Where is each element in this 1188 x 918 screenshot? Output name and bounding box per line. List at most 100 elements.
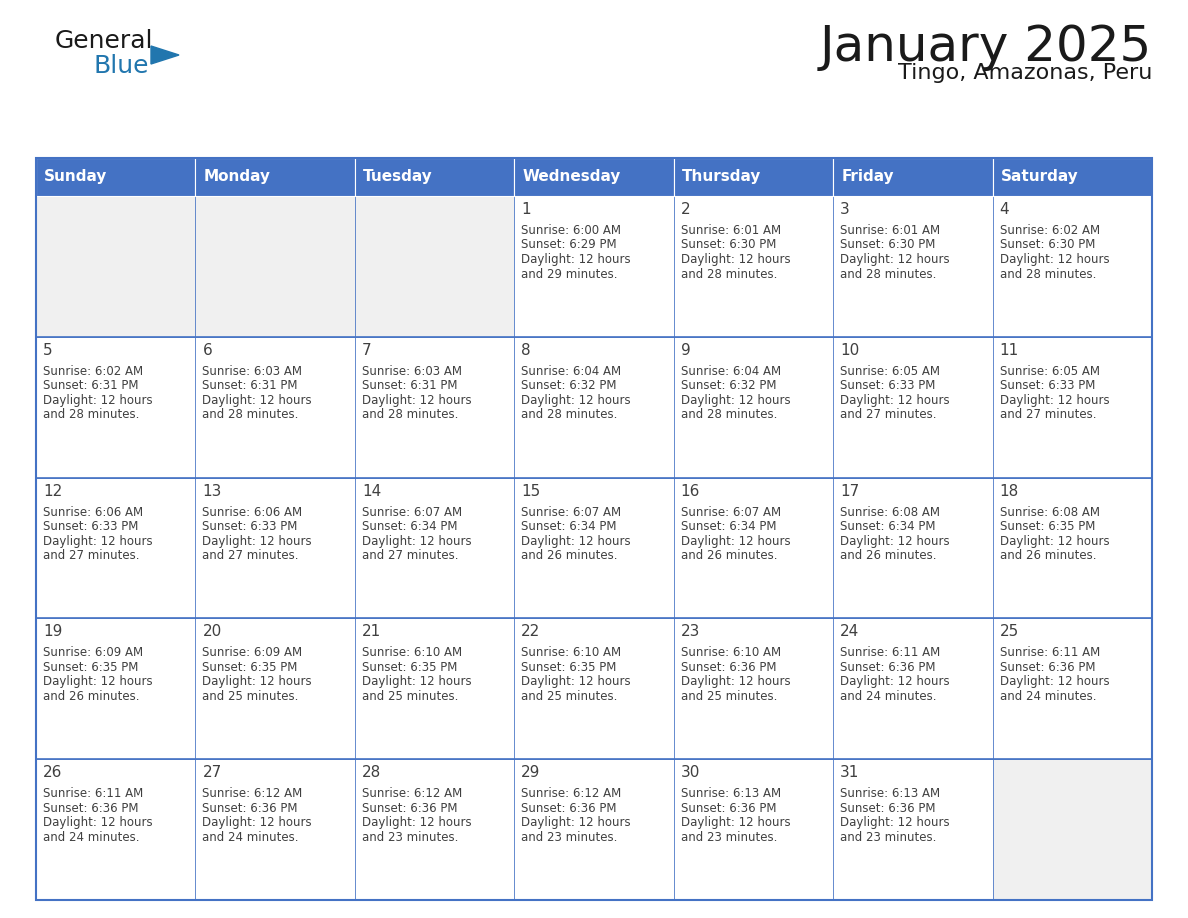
Text: 6: 6 xyxy=(202,342,213,358)
Text: 2: 2 xyxy=(681,202,690,217)
Text: Daylight: 12 hours: Daylight: 12 hours xyxy=(522,816,631,829)
Text: 5: 5 xyxy=(43,342,52,358)
Text: Sunset: 6:36 PM: Sunset: 6:36 PM xyxy=(522,801,617,814)
Text: Sunrise: 6:09 AM: Sunrise: 6:09 AM xyxy=(43,646,143,659)
Bar xyxy=(992,196,1152,337)
Text: Wednesday: Wednesday xyxy=(523,170,620,185)
Text: Daylight: 12 hours: Daylight: 12 hours xyxy=(362,394,472,407)
Text: and 28 minutes.: and 28 minutes. xyxy=(202,409,299,421)
Bar xyxy=(514,619,674,759)
Bar xyxy=(992,759,1152,900)
Bar xyxy=(355,619,514,759)
Text: Sunrise: 6:12 AM: Sunrise: 6:12 AM xyxy=(522,788,621,800)
Text: Daylight: 12 hours: Daylight: 12 hours xyxy=(522,253,631,266)
Text: Sunrise: 6:10 AM: Sunrise: 6:10 AM xyxy=(681,646,781,659)
Text: 8: 8 xyxy=(522,342,531,358)
Text: 28: 28 xyxy=(362,766,381,780)
Text: Sunrise: 6:07 AM: Sunrise: 6:07 AM xyxy=(362,506,462,519)
Text: and 28 minutes.: and 28 minutes. xyxy=(522,409,618,421)
Bar xyxy=(514,196,674,337)
Text: Daylight: 12 hours: Daylight: 12 hours xyxy=(840,534,949,548)
Text: Sunset: 6:30 PM: Sunset: 6:30 PM xyxy=(999,239,1095,252)
Text: 27: 27 xyxy=(202,766,222,780)
Bar xyxy=(992,477,1152,619)
Text: Sunrise: 6:11 AM: Sunrise: 6:11 AM xyxy=(840,646,941,659)
Bar xyxy=(196,477,355,619)
Text: Sunrise: 6:13 AM: Sunrise: 6:13 AM xyxy=(681,788,781,800)
Text: Daylight: 12 hours: Daylight: 12 hours xyxy=(999,394,1110,407)
Text: Sunrise: 6:11 AM: Sunrise: 6:11 AM xyxy=(999,646,1100,659)
Text: Sunrise: 6:01 AM: Sunrise: 6:01 AM xyxy=(681,224,781,237)
Text: Sunrise: 6:10 AM: Sunrise: 6:10 AM xyxy=(362,646,462,659)
Text: Sunrise: 6:08 AM: Sunrise: 6:08 AM xyxy=(840,506,940,519)
Text: Sunset: 6:31 PM: Sunset: 6:31 PM xyxy=(362,379,457,392)
Text: 18: 18 xyxy=(999,484,1019,498)
Text: January 2025: January 2025 xyxy=(820,23,1152,71)
Text: and 27 minutes.: and 27 minutes. xyxy=(999,409,1097,421)
Text: Daylight: 12 hours: Daylight: 12 hours xyxy=(362,816,472,829)
Text: Friday: Friday xyxy=(841,170,893,185)
Text: Sunrise: 6:06 AM: Sunrise: 6:06 AM xyxy=(202,506,303,519)
Text: Sunset: 6:33 PM: Sunset: 6:33 PM xyxy=(202,521,298,533)
Text: Daylight: 12 hours: Daylight: 12 hours xyxy=(202,816,312,829)
Text: 22: 22 xyxy=(522,624,541,640)
Text: and 25 minutes.: and 25 minutes. xyxy=(202,690,299,703)
Text: Sunset: 6:30 PM: Sunset: 6:30 PM xyxy=(840,239,935,252)
Text: Sunrise: 6:05 AM: Sunrise: 6:05 AM xyxy=(999,364,1100,378)
Bar xyxy=(992,619,1152,759)
Text: Sunrise: 6:04 AM: Sunrise: 6:04 AM xyxy=(681,364,781,378)
Text: Daylight: 12 hours: Daylight: 12 hours xyxy=(522,394,631,407)
Text: and 26 minutes.: and 26 minutes. xyxy=(522,549,618,562)
Bar xyxy=(674,759,833,900)
Text: and 24 minutes.: and 24 minutes. xyxy=(202,831,299,844)
Text: Daylight: 12 hours: Daylight: 12 hours xyxy=(840,253,949,266)
Text: Sunrise: 6:05 AM: Sunrise: 6:05 AM xyxy=(840,364,940,378)
Text: Sunrise: 6:07 AM: Sunrise: 6:07 AM xyxy=(522,506,621,519)
Text: Sunset: 6:34 PM: Sunset: 6:34 PM xyxy=(681,521,776,533)
Text: Daylight: 12 hours: Daylight: 12 hours xyxy=(999,676,1110,688)
Text: Sunset: 6:36 PM: Sunset: 6:36 PM xyxy=(202,801,298,814)
Text: Sunset: 6:36 PM: Sunset: 6:36 PM xyxy=(999,661,1095,674)
Text: 24: 24 xyxy=(840,624,859,640)
Bar xyxy=(674,619,833,759)
Bar xyxy=(355,759,514,900)
Text: and 24 minutes.: and 24 minutes. xyxy=(840,690,936,703)
Text: Sunrise: 6:10 AM: Sunrise: 6:10 AM xyxy=(522,646,621,659)
Text: and 26 minutes.: and 26 minutes. xyxy=(840,549,936,562)
Text: Daylight: 12 hours: Daylight: 12 hours xyxy=(840,394,949,407)
Text: Sunrise: 6:00 AM: Sunrise: 6:00 AM xyxy=(522,224,621,237)
Text: and 23 minutes.: and 23 minutes. xyxy=(522,831,618,844)
Bar xyxy=(196,619,355,759)
Text: Sunset: 6:36 PM: Sunset: 6:36 PM xyxy=(681,661,776,674)
Text: Sunday: Sunday xyxy=(44,170,107,185)
Text: Daylight: 12 hours: Daylight: 12 hours xyxy=(202,394,312,407)
Text: 31: 31 xyxy=(840,766,859,780)
Text: Sunrise: 6:04 AM: Sunrise: 6:04 AM xyxy=(522,364,621,378)
Text: and 27 minutes.: and 27 minutes. xyxy=(202,549,299,562)
Text: and 28 minutes.: and 28 minutes. xyxy=(362,409,459,421)
Text: Saturday: Saturday xyxy=(1000,170,1079,185)
Text: and 23 minutes.: and 23 minutes. xyxy=(840,831,936,844)
Text: Sunset: 6:30 PM: Sunset: 6:30 PM xyxy=(681,239,776,252)
Text: Daylight: 12 hours: Daylight: 12 hours xyxy=(999,534,1110,548)
Bar xyxy=(355,477,514,619)
Bar xyxy=(674,196,833,337)
Text: and 24 minutes.: and 24 minutes. xyxy=(999,690,1097,703)
Text: Sunset: 6:36 PM: Sunset: 6:36 PM xyxy=(681,801,776,814)
Text: and 29 minutes.: and 29 minutes. xyxy=(522,267,618,281)
Bar xyxy=(514,158,674,196)
Text: Sunset: 6:34 PM: Sunset: 6:34 PM xyxy=(840,521,936,533)
Text: 29: 29 xyxy=(522,766,541,780)
Bar xyxy=(36,477,196,619)
Text: 19: 19 xyxy=(43,624,63,640)
Bar xyxy=(514,759,674,900)
Text: Daylight: 12 hours: Daylight: 12 hours xyxy=(43,816,152,829)
Text: Sunset: 6:36 PM: Sunset: 6:36 PM xyxy=(840,801,936,814)
Bar xyxy=(355,337,514,477)
Text: Daylight: 12 hours: Daylight: 12 hours xyxy=(999,253,1110,266)
Bar xyxy=(833,619,992,759)
Text: and 23 minutes.: and 23 minutes. xyxy=(362,831,459,844)
Text: and 28 minutes.: and 28 minutes. xyxy=(681,267,777,281)
Text: 13: 13 xyxy=(202,484,222,498)
Bar xyxy=(196,337,355,477)
